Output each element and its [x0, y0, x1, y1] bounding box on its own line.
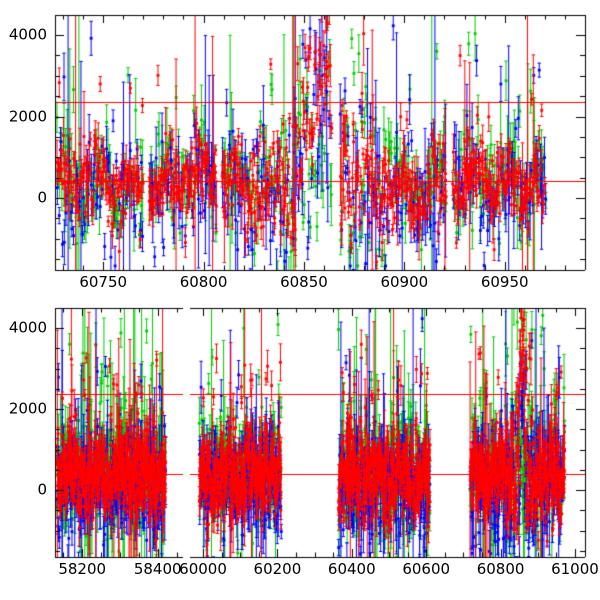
x-tick-label: 60900	[380, 273, 429, 291]
x-tick-label: 60400	[327, 560, 376, 578]
x-tick-label: 60950	[480, 273, 529, 291]
x-tick-label: 60200	[253, 560, 302, 578]
x-tick-label: 60800	[476, 560, 525, 578]
y-tick-label: 2000	[8, 107, 47, 125]
x-tick-label: 58200	[58, 560, 107, 578]
x-tick-label: 60800	[179, 273, 228, 291]
x-tick-label: 60000	[179, 560, 227, 578]
y-tick-label: 0	[37, 188, 47, 207]
x-tick-label: 60600	[402, 560, 451, 578]
y-tick-label: 2000	[8, 399, 47, 418]
y-tick-label: 4000	[8, 318, 47, 337]
x-tick-label: 61000	[551, 560, 599, 578]
y-tick-label: 0	[37, 480, 47, 499]
x-tick-label: 60750	[79, 273, 128, 291]
y-tick-label: 4000	[8, 25, 47, 44]
x-tick-label: 58400	[133, 560, 182, 578]
x-tick-label: 60850	[280, 273, 328, 291]
